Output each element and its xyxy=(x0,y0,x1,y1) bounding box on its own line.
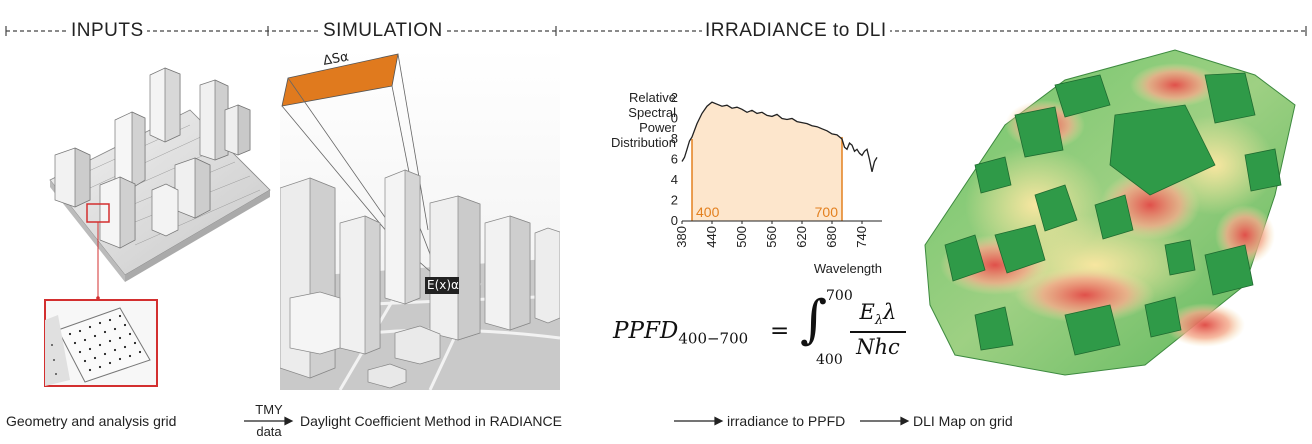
y-label-line-4: Distribution xyxy=(610,135,676,150)
y-tick-label: 1.0 xyxy=(670,111,678,126)
y-tick-label: 0.0 xyxy=(670,213,678,228)
x-axis-label: Wavelength xyxy=(814,261,882,276)
workflow-arrow1-top-label: TMY xyxy=(255,402,283,417)
spectral-power-chart: 0.0 0.2 0.4 0.6 0.8 1.0 1.2 380 440 500 560 620 680 7… xyxy=(670,90,882,276)
equation-upper-limit: 700 xyxy=(826,288,853,304)
workflow-arrow1-bottom-label: data xyxy=(256,424,282,439)
equation-integral: ∫ xyxy=(800,290,828,350)
spectral-curve xyxy=(681,101,878,172)
y-tick-label: 0.6 xyxy=(670,152,678,167)
workflow-step-geometry: Geometry and analysis grid xyxy=(6,413,177,429)
workflow-step-irradiance-to-ppfd: irradiance to PPFD xyxy=(727,413,846,429)
header-divider-line xyxy=(5,26,1307,36)
y-label-line-1: Relative xyxy=(629,90,676,105)
header-simulation: SIMULATION xyxy=(320,20,446,42)
equation-denominator: Nhc xyxy=(856,335,900,359)
equation-lhs-subscript: 400−700 xyxy=(678,329,749,348)
analysis-grid-inset xyxy=(44,299,158,387)
y-tick-label: 0.2 xyxy=(670,193,678,208)
header-inputs: INPUTS xyxy=(68,20,147,42)
workflow-step-dli-map: DLI Map on grid xyxy=(913,413,1013,429)
equation-equals: = xyxy=(770,318,790,344)
equation-lower-limit: 400 xyxy=(816,352,843,368)
visible-band-fill xyxy=(692,102,842,221)
x-tick-label: 560 xyxy=(764,226,779,248)
header-irradiance-to-dli: IRRADIANCE to DLI xyxy=(702,20,890,42)
dli-map xyxy=(924,49,1296,376)
workflow-arrows xyxy=(244,416,910,426)
inputs-geometry-illustration xyxy=(44,67,271,387)
buildings-group xyxy=(54,67,251,249)
band-end-label: 700 xyxy=(815,204,839,220)
chart-y-axis-label: Relative Spectral Power Distribution xyxy=(560,90,676,150)
equation-ppfd: PPFD xyxy=(613,318,679,344)
equation-lhs: PPFD400−700 xyxy=(613,318,748,348)
x-tick-label: 680 xyxy=(824,226,839,248)
numerator-lambda: λ xyxy=(883,300,897,324)
y-tick-label: 1.2 xyxy=(670,90,678,105)
point-label-box xyxy=(425,277,459,294)
y-label-line-2: Spectral xyxy=(628,105,676,120)
x-tick-label: 740 xyxy=(854,226,869,248)
y-tick-label: 0.4 xyxy=(670,172,678,187)
workflow-step-daylight-coefficient: Daylight Coefficient Method in RADIANCE xyxy=(300,413,562,429)
y-tick-label: 0.8 xyxy=(670,131,678,146)
y-label-line-3: Power xyxy=(639,120,676,135)
x-tick-label: 620 xyxy=(794,226,809,248)
city-buildings-group xyxy=(280,169,560,389)
band-start-label: 400 xyxy=(696,204,720,220)
simulation-illustration xyxy=(280,48,560,390)
x-tick-label: 380 xyxy=(674,226,689,248)
numerator-e: E xyxy=(859,300,875,324)
equation-fraction-bar xyxy=(850,331,906,333)
numerator-subscript: λ xyxy=(874,313,884,329)
point-label: E(x)α xyxy=(427,278,459,292)
x-tick-label: 440 xyxy=(704,226,719,248)
building-footprints xyxy=(944,72,1282,356)
x-tick-label: 500 xyxy=(734,226,749,248)
equation-numerator: Eλλ xyxy=(852,300,904,328)
